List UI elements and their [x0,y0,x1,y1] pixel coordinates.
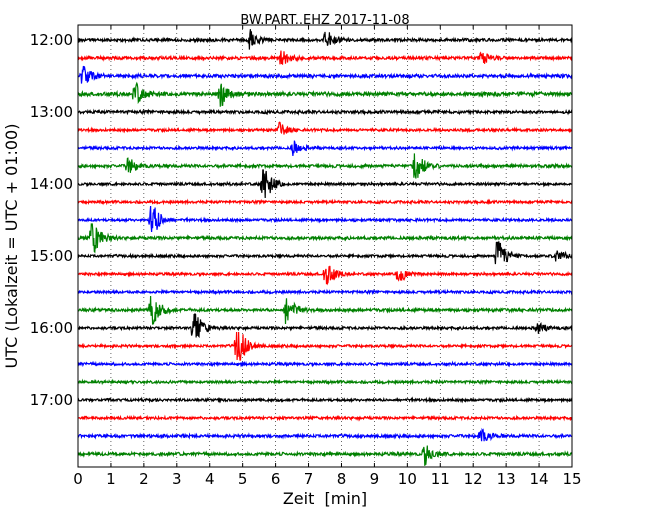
plot-frame [77,24,573,468]
x-tick-label: 2 [139,470,149,488]
trace-1300 [77,108,573,116]
x-tick-label: 6 [271,470,281,488]
x-tick-label: 15 [562,470,581,488]
trace-1630 [77,360,573,368]
x-tick-label: 14 [530,470,549,488]
trace-1530 [77,288,573,296]
trace-1745 [77,445,573,466]
trace-1400 [77,169,573,199]
x-tick-label: 4 [205,470,215,488]
trace-1445 [77,223,573,254]
trace-1215 [77,50,573,65]
x-tick-label: 9 [370,470,380,488]
trace-1515 [77,265,573,286]
trace-1645 [77,378,573,386]
x-tick-label: 10 [398,470,417,488]
x-tick-label: 11 [431,470,450,488]
trace-1615 [77,331,573,361]
x-tick-label: 1 [106,470,116,488]
y-tick-label: 12:00 [30,31,73,49]
trace-1715 [77,414,573,422]
trace-1200 [77,29,573,50]
y-tick-label: 17:00 [30,391,73,409]
trace-1415 [77,198,573,206]
y-axis: 12:00 13:00 14:00 15:00 16:00 17:00 [30,31,73,409]
trace-1730 [77,427,573,442]
x-tick-label: 5 [238,470,248,488]
trace-1230 [77,65,573,84]
trace-1430 [77,205,573,233]
y-tick-label: 16:00 [30,319,73,337]
trace-1315 [77,121,573,135]
x-tick-label: 7 [304,470,314,488]
trace-1330 [77,140,573,157]
trace-1600 [77,312,573,339]
trace-1345 [77,153,573,179]
grid-lines [110,25,540,467]
trace-1700 [77,396,573,404]
trace-1500 [77,241,573,265]
trace-group [77,29,573,466]
x-tick-label: 3 [172,470,182,488]
y-tick-label: 15:00 [30,247,73,265]
trace-1245 [77,81,573,107]
y-axis-label: UTC (Lokalzeit = UTC + 01:00) [2,124,21,369]
x-tick-label: 13 [497,470,516,488]
chart-title: BW.PART..EHZ 2017-11-08 [240,13,409,28]
x-axis: 0 1 2 3 4 5 6 7 8 9 10 11 12 13 14 15 [73,25,582,488]
x-axis-label: Zeit [min] [283,489,367,508]
x-tick-label: 8 [337,470,347,488]
y-tick-label: 14:00 [30,175,73,193]
trace-1545 [77,295,573,325]
x-tick-label: 12 [464,470,483,488]
x-tick-label: 0 [73,470,83,488]
y-tick-label: 13:00 [30,103,73,121]
